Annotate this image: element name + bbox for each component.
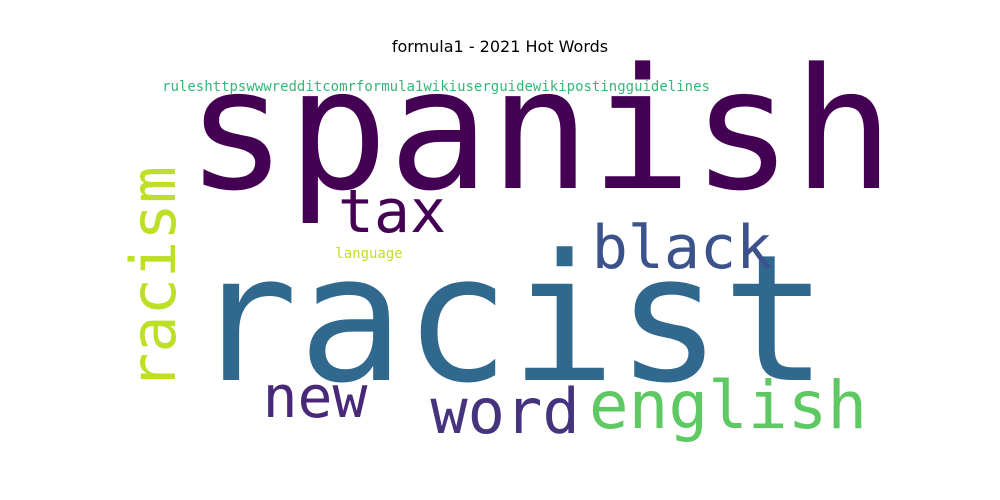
- word-7: word: [430, 375, 579, 448]
- word-3: black: [592, 213, 773, 283]
- chart-title: formula1 - 2021 Hot Words: [391, 37, 609, 56]
- word-2: racist: [192, 217, 828, 422]
- word-4: tax: [338, 177, 446, 247]
- word-6: new: [263, 363, 368, 431]
- word-10: language: [335, 246, 402, 262]
- word-1: spanish: [186, 32, 894, 228]
- word-8: english: [589, 367, 867, 444]
- word-5: racism: [117, 166, 190, 390]
- word-9: ruleshttpswwwredditcomrformula1wikiuserg…: [162, 79, 710, 95]
